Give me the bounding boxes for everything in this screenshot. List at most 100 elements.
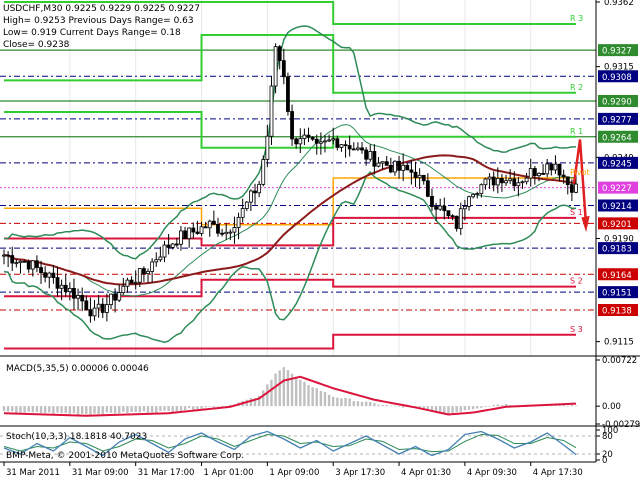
candle-body (384, 161, 389, 166)
price-label-text: 0.9264 (602, 133, 632, 143)
macd-bar (64, 406, 67, 414)
bollinger-mid (3, 124, 577, 297)
macd-bar (187, 406, 191, 409)
candle-body (22, 260, 27, 263)
candle-body (479, 184, 484, 194)
candle-body (298, 138, 303, 145)
candle-body (269, 85, 274, 137)
pivot-label-S2: S 2 (570, 277, 583, 286)
macd-signal-path (3, 375, 577, 417)
candle-body (393, 160, 397, 173)
macd-bar (311, 387, 314, 407)
candle-body (310, 136, 315, 140)
macd-bar (323, 392, 327, 407)
candle-body (314, 138, 319, 144)
chart-info: USDCHF,M30 0.9225 0.9229 0.9225 0.9227 H… (3, 4, 200, 50)
macd-bar (196, 406, 199, 410)
macd-bar (266, 384, 269, 407)
macd-bar (389, 405, 393, 407)
candle-body (162, 244, 167, 258)
price-label-boxes: 0.9327 0.9308 0.9290 0.9277 0.9264 0.9245 0.92… (598, 44, 638, 317)
candle-body (261, 159, 266, 185)
macd-bar (286, 370, 290, 407)
candle-body (500, 178, 504, 184)
stoch-tick-label: 20 (602, 450, 613, 460)
price-label-text: 0.9245 (602, 159, 632, 169)
macd-bar (336, 397, 339, 407)
time-tick-label: 4 Apr 09:30 (467, 468, 517, 478)
macd-bar (426, 406, 430, 411)
candle-body (195, 231, 200, 234)
candle-body (442, 205, 447, 212)
macd-bar (303, 381, 306, 407)
macd-bar (500, 405, 504, 407)
candle-body (495, 178, 500, 186)
macd-bar (126, 406, 129, 414)
macd-bar (344, 397, 347, 407)
pivot-step-R2 (4, 34, 576, 94)
macd-bar (397, 406, 401, 407)
candle-body (166, 244, 171, 248)
macd-bar (504, 404, 508, 407)
candle-body (565, 176, 570, 186)
macd-bar (253, 398, 257, 407)
time-tick-label: 4 Apr 17:30 (533, 468, 583, 478)
candle-body (146, 270, 150, 275)
candle-body (430, 195, 434, 207)
macd-tick-label: 0.00722 (602, 356, 637, 366)
stoch-pane[interactable]: Stoch(10,3,3) 18.1818 40.7023 BMP-Meta, … (0, 425, 640, 466)
candle-body (388, 165, 393, 173)
macd-bar (364, 401, 368, 407)
candle-body (249, 190, 253, 203)
pivot-label-S1: S 1 (570, 208, 583, 217)
macd-bar (319, 390, 323, 407)
macd-bar (455, 406, 458, 413)
candle-body (59, 284, 64, 289)
price-label-box (598, 156, 638, 169)
candle-body (537, 173, 541, 177)
macd-bar (476, 406, 479, 409)
macd-bar (11, 406, 14, 412)
price-tick-label: 0.9190 (604, 235, 634, 245)
macd-bar (72, 406, 76, 414)
candle-body (158, 256, 163, 261)
macd-bar (562, 405, 565, 407)
macd-bar (574, 405, 578, 407)
macd-bar (159, 406, 162, 412)
candle-body (72, 287, 76, 299)
macd-bar (93, 406, 96, 414)
macd-bar (262, 390, 265, 407)
macd-bar (307, 385, 310, 407)
price-label-box (598, 130, 638, 143)
stoch-tick-label: 100 (602, 426, 618, 436)
macd-bar (229, 404, 232, 407)
candle-body (63, 284, 68, 293)
macd-bar (558, 405, 561, 407)
candle-body (553, 163, 558, 171)
stoch-title: Stoch(10,3,3) 18.1818 40.7023 (6, 432, 147, 442)
macd-pane[interactable]: MACD(5,35,5) 0.00006 0.00046 0.007220.00… (0, 355, 640, 430)
candle-body (483, 178, 488, 186)
candle-body (446, 210, 451, 217)
candle-body (532, 168, 537, 177)
macd-bar (467, 406, 471, 410)
candle-body (541, 173, 545, 175)
pivot-label-PP: Pivot (570, 168, 590, 177)
candle-body (211, 220, 216, 225)
price-pane[interactable]: R 3 R 2 R 1 Pivot S 1 S 2 S 3 (0, 0, 596, 356)
macd-bar (138, 406, 141, 413)
macd-tick-label: -0.00279 (602, 420, 640, 430)
macd-bar (249, 398, 253, 407)
macd-title: MACD(5,35,5) 0.00006 0.00046 (6, 364, 149, 374)
pivot-level-labels: R 3 R 2 R 1 Pivot S 1 S 2 S 3 (570, 14, 590, 334)
macd-bar (113, 406, 117, 414)
candle-body (306, 134, 311, 138)
candle-body (561, 174, 566, 178)
candle-body (265, 135, 270, 160)
candle-body (51, 272, 56, 278)
macd-bar (179, 406, 183, 411)
candle-body (364, 149, 369, 160)
candle-body (454, 215, 459, 229)
pivot-label-R1: R 1 (570, 127, 583, 136)
candlesticks (2, 43, 578, 323)
